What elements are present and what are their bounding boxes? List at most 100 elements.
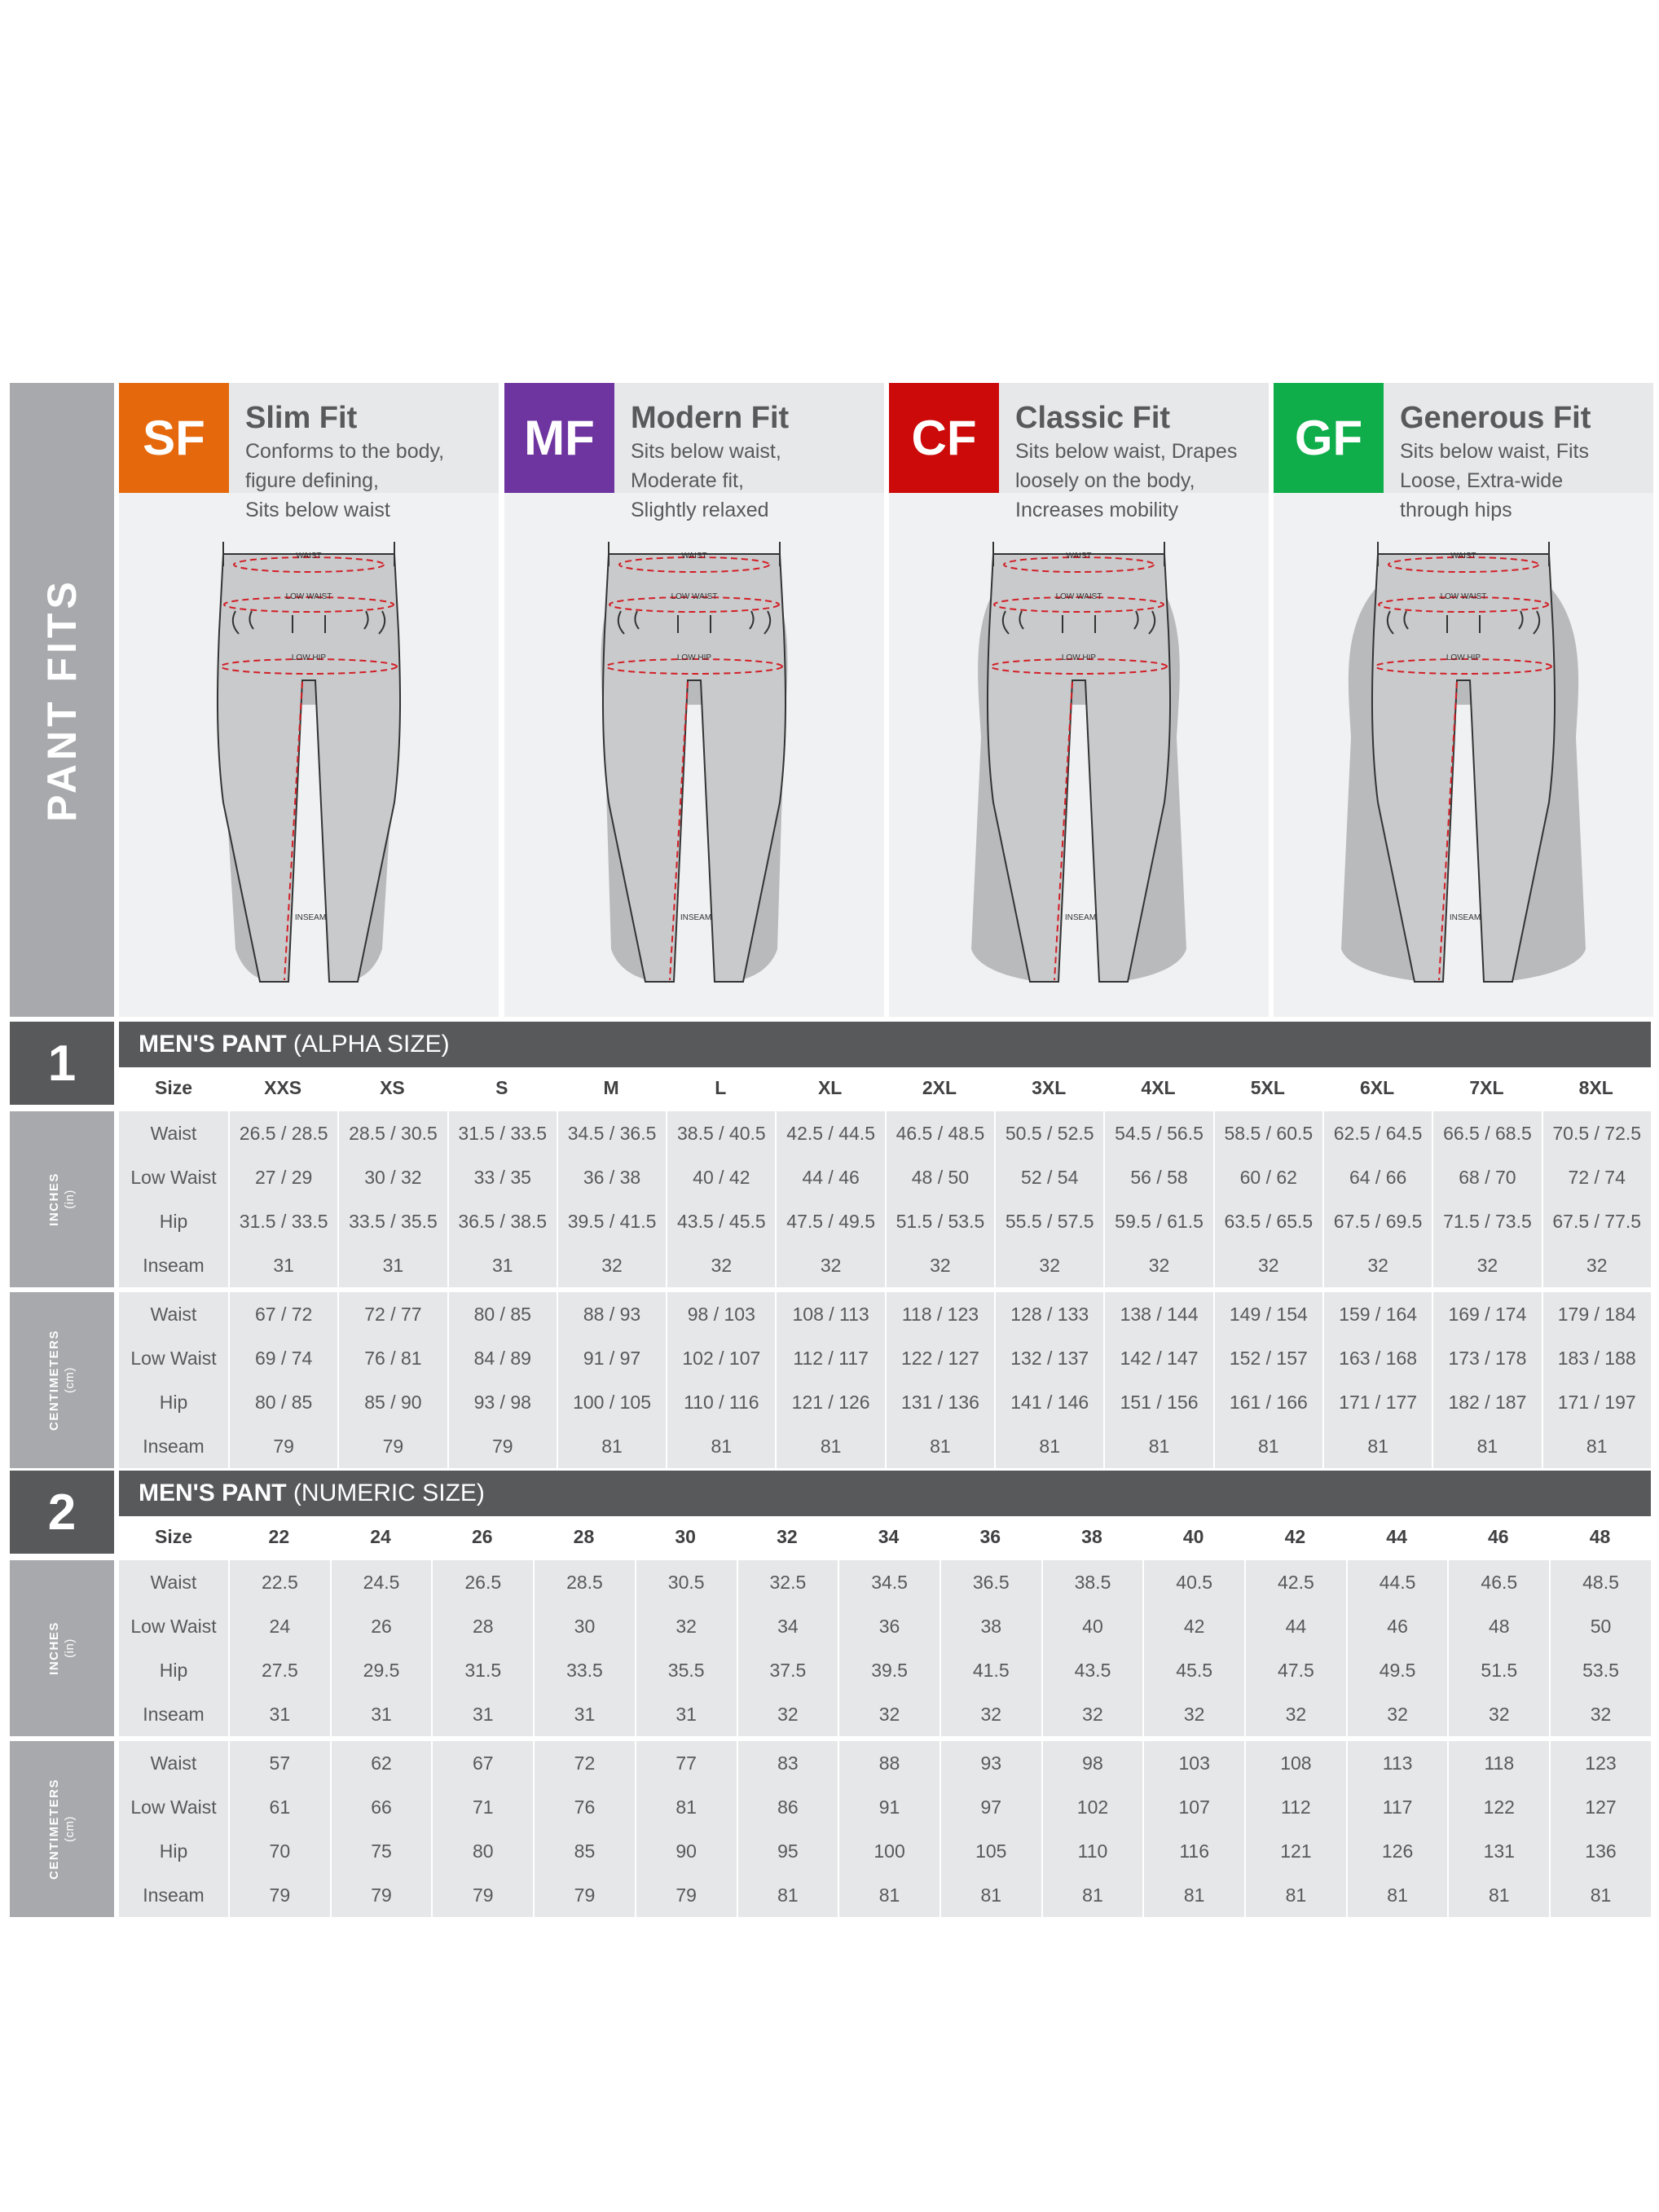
table-cell: 138 / 144 <box>1103 1292 1212 1336</box>
table-cell: 122 <box>1447 1785 1549 1829</box>
fit-description: Sits below waist, Moderate fit, Slightly… <box>631 437 879 525</box>
table-cell: 32 <box>1212 1243 1322 1287</box>
table-number: 2 <box>10 1471 114 1554</box>
size-header-cell: 8XL <box>1578 1076 1613 1098</box>
table-cell: 108 / 113 <box>775 1292 884 1336</box>
table-cell: 123 <box>1549 1741 1651 1785</box>
table-row: Hip 70 75 80 85 90 95 100 105 110 116 121 126 131 136 <box>119 1829 1651 1873</box>
table-title-bold: MEN'S PANT <box>139 1480 287 1506</box>
table-cell: 32 <box>939 1692 1041 1736</box>
table-cell: 26 <box>329 1604 432 1648</box>
table-cell: 38.5 / 40.5 <box>666 1111 775 1155</box>
table-cell: 38 <box>939 1604 1041 1648</box>
table-cell: 30.5 <box>634 1560 737 1604</box>
table-title-bold: MEN'S PANT <box>139 1031 287 1058</box>
table-cell: 36 / 38 <box>556 1155 666 1199</box>
table-cell: 67 <box>431 1741 533 1785</box>
table-cell: 33.5 <box>533 1648 635 1692</box>
pant-illustration: WAIST LOW WAIST LOW HIP INSEAM <box>1341 542 1586 983</box>
size-header-cell: XXS <box>264 1076 302 1098</box>
size-header-cell: 5XL <box>1250 1076 1285 1098</box>
unit-name: CENTIMETERS <box>46 1778 61 1880</box>
table-cell: 81 <box>1142 1873 1244 1917</box>
table-cell: 28.5 / 30.5 <box>337 1111 447 1155</box>
row-label: Hip <box>159 1659 188 1681</box>
inches-measurement-grid: Waist 22.5 24.5 26.5 28.5 30.5 32.5 34.5 36.5 38.… <box>119 1560 1651 1736</box>
fit-description-line: Loose, Extra-wide <box>1400 469 1564 492</box>
size-header-cell: 3XL <box>1032 1076 1067 1098</box>
table-row: Low Waist 69 / 74 76 / 81 84 / 89 91 / 97 102… <box>119 1336 1651 1380</box>
table-cell: 36.5 / 38.5 <box>447 1199 557 1243</box>
table-cell: 32 <box>1432 1243 1541 1287</box>
unit-abbr: (cm) <box>62 1367 77 1394</box>
table-cell: 66.5 / 68.5 <box>1432 1111 1541 1155</box>
table-cell: 149 / 154 <box>1212 1292 1322 1336</box>
table-cell: 60 / 62 <box>1212 1155 1322 1199</box>
table-cell: 102 / 107 <box>666 1336 775 1380</box>
table-cell: 136 <box>1549 1829 1651 1873</box>
table-cell: 121 <box>1244 1829 1346 1873</box>
table-cell: 32 <box>1103 1243 1212 1287</box>
table-cell: 67 / 72 <box>228 1292 337 1336</box>
table-cell: 72 / 77 <box>337 1292 447 1336</box>
table-cell: 79 <box>329 1873 432 1917</box>
low-hip-label: LOW HIP <box>1062 653 1097 662</box>
table-cell: 108 <box>1244 1741 1346 1785</box>
table-cell: 83 <box>736 1741 838 1785</box>
table-cell: 81 <box>775 1424 884 1468</box>
waist-measure-line <box>1388 556 1539 573</box>
pant-fits-side-label: PANT FITS <box>10 383 114 1017</box>
waist-label: WAIST <box>1450 552 1476 561</box>
fit-description-line: through hips <box>1400 499 1512 521</box>
table-cell: 77 <box>634 1741 737 1785</box>
size-header-cell: 34 <box>878 1525 900 1547</box>
table-cell: 44 <box>1244 1604 1346 1648</box>
table-cell: 32 <box>1041 1692 1143 1736</box>
size-header-cell: 30 <box>675 1525 696 1547</box>
size-header-cell: 4XL <box>1141 1076 1176 1098</box>
table-cell: 85 <box>533 1829 635 1873</box>
fit-description-line: figure defining, <box>245 469 380 492</box>
table-cell: 31 <box>337 1243 447 1287</box>
fit-description-line: Increases mobility <box>1015 499 1179 521</box>
size-header-cell: 38 <box>1081 1525 1102 1547</box>
table-cell: 32 <box>1345 1692 1448 1736</box>
table-row: Hip 31.5 / 33.5 33.5 / 35.5 36.5 / 38.5 39.5… <box>119 1199 1651 1243</box>
size-header-cell: 28 <box>573 1525 595 1547</box>
table-cell: 81 <box>1447 1873 1549 1917</box>
fit-code-badge: SF <box>119 383 229 493</box>
table-cell: 79 <box>447 1424 557 1468</box>
table-cell: 67.5 / 69.5 <box>1322 1199 1432 1243</box>
table-cell: 31 <box>228 1243 337 1287</box>
fit-code-badge: GF <box>1274 383 1384 493</box>
unit-label: CENTIMETERS (cm) <box>46 1330 77 1431</box>
table-cell: 32 <box>634 1604 737 1648</box>
table-cell: 31 <box>447 1243 557 1287</box>
table-cell: 80 <box>431 1829 533 1873</box>
table-cell: 33.5 / 35.5 <box>337 1199 447 1243</box>
table-cell: 81 <box>1103 1424 1212 1468</box>
size-header-cell: 42 <box>1284 1525 1306 1547</box>
low-hip-measure-line <box>990 658 1168 675</box>
table-cell: 79 <box>533 1873 635 1917</box>
table-cell: 32 <box>736 1692 838 1736</box>
waist-measure-line <box>618 556 770 573</box>
table-cell: 43.5 <box>1041 1648 1143 1692</box>
table-cell: 40 <box>1041 1604 1143 1648</box>
table-row: Hip 80 / 85 85 / 90 93 / 98 100 / 105 110 / 1… <box>119 1380 1651 1424</box>
table-cell: 31 <box>431 1692 533 1736</box>
size-header-cell: 40 <box>1182 1525 1204 1547</box>
table-cell: 128 / 133 <box>994 1292 1103 1336</box>
table-cell: 29.5 <box>329 1648 432 1692</box>
table-cell: 171 / 197 <box>1541 1380 1651 1424</box>
table-cell: 32.5 <box>736 1560 838 1604</box>
fit-description-line: Slightly relaxed <box>631 499 769 521</box>
size-header-row: Size 22 24 26 28 30 32 34 36 38 40 42 44 46 48 <box>119 1516 1651 1557</box>
table-cell: 58.5 / 60.5 <box>1212 1111 1322 1155</box>
table-cell: 80 / 85 <box>447 1292 557 1336</box>
table-cell: 142 / 147 <box>1103 1336 1212 1380</box>
table-cell: 151 / 156 <box>1103 1380 1212 1424</box>
inseam-measure-line <box>1438 681 1458 981</box>
row-label: Waist <box>150 1571 197 1593</box>
low-hip-label: LOW HIP <box>677 653 712 662</box>
